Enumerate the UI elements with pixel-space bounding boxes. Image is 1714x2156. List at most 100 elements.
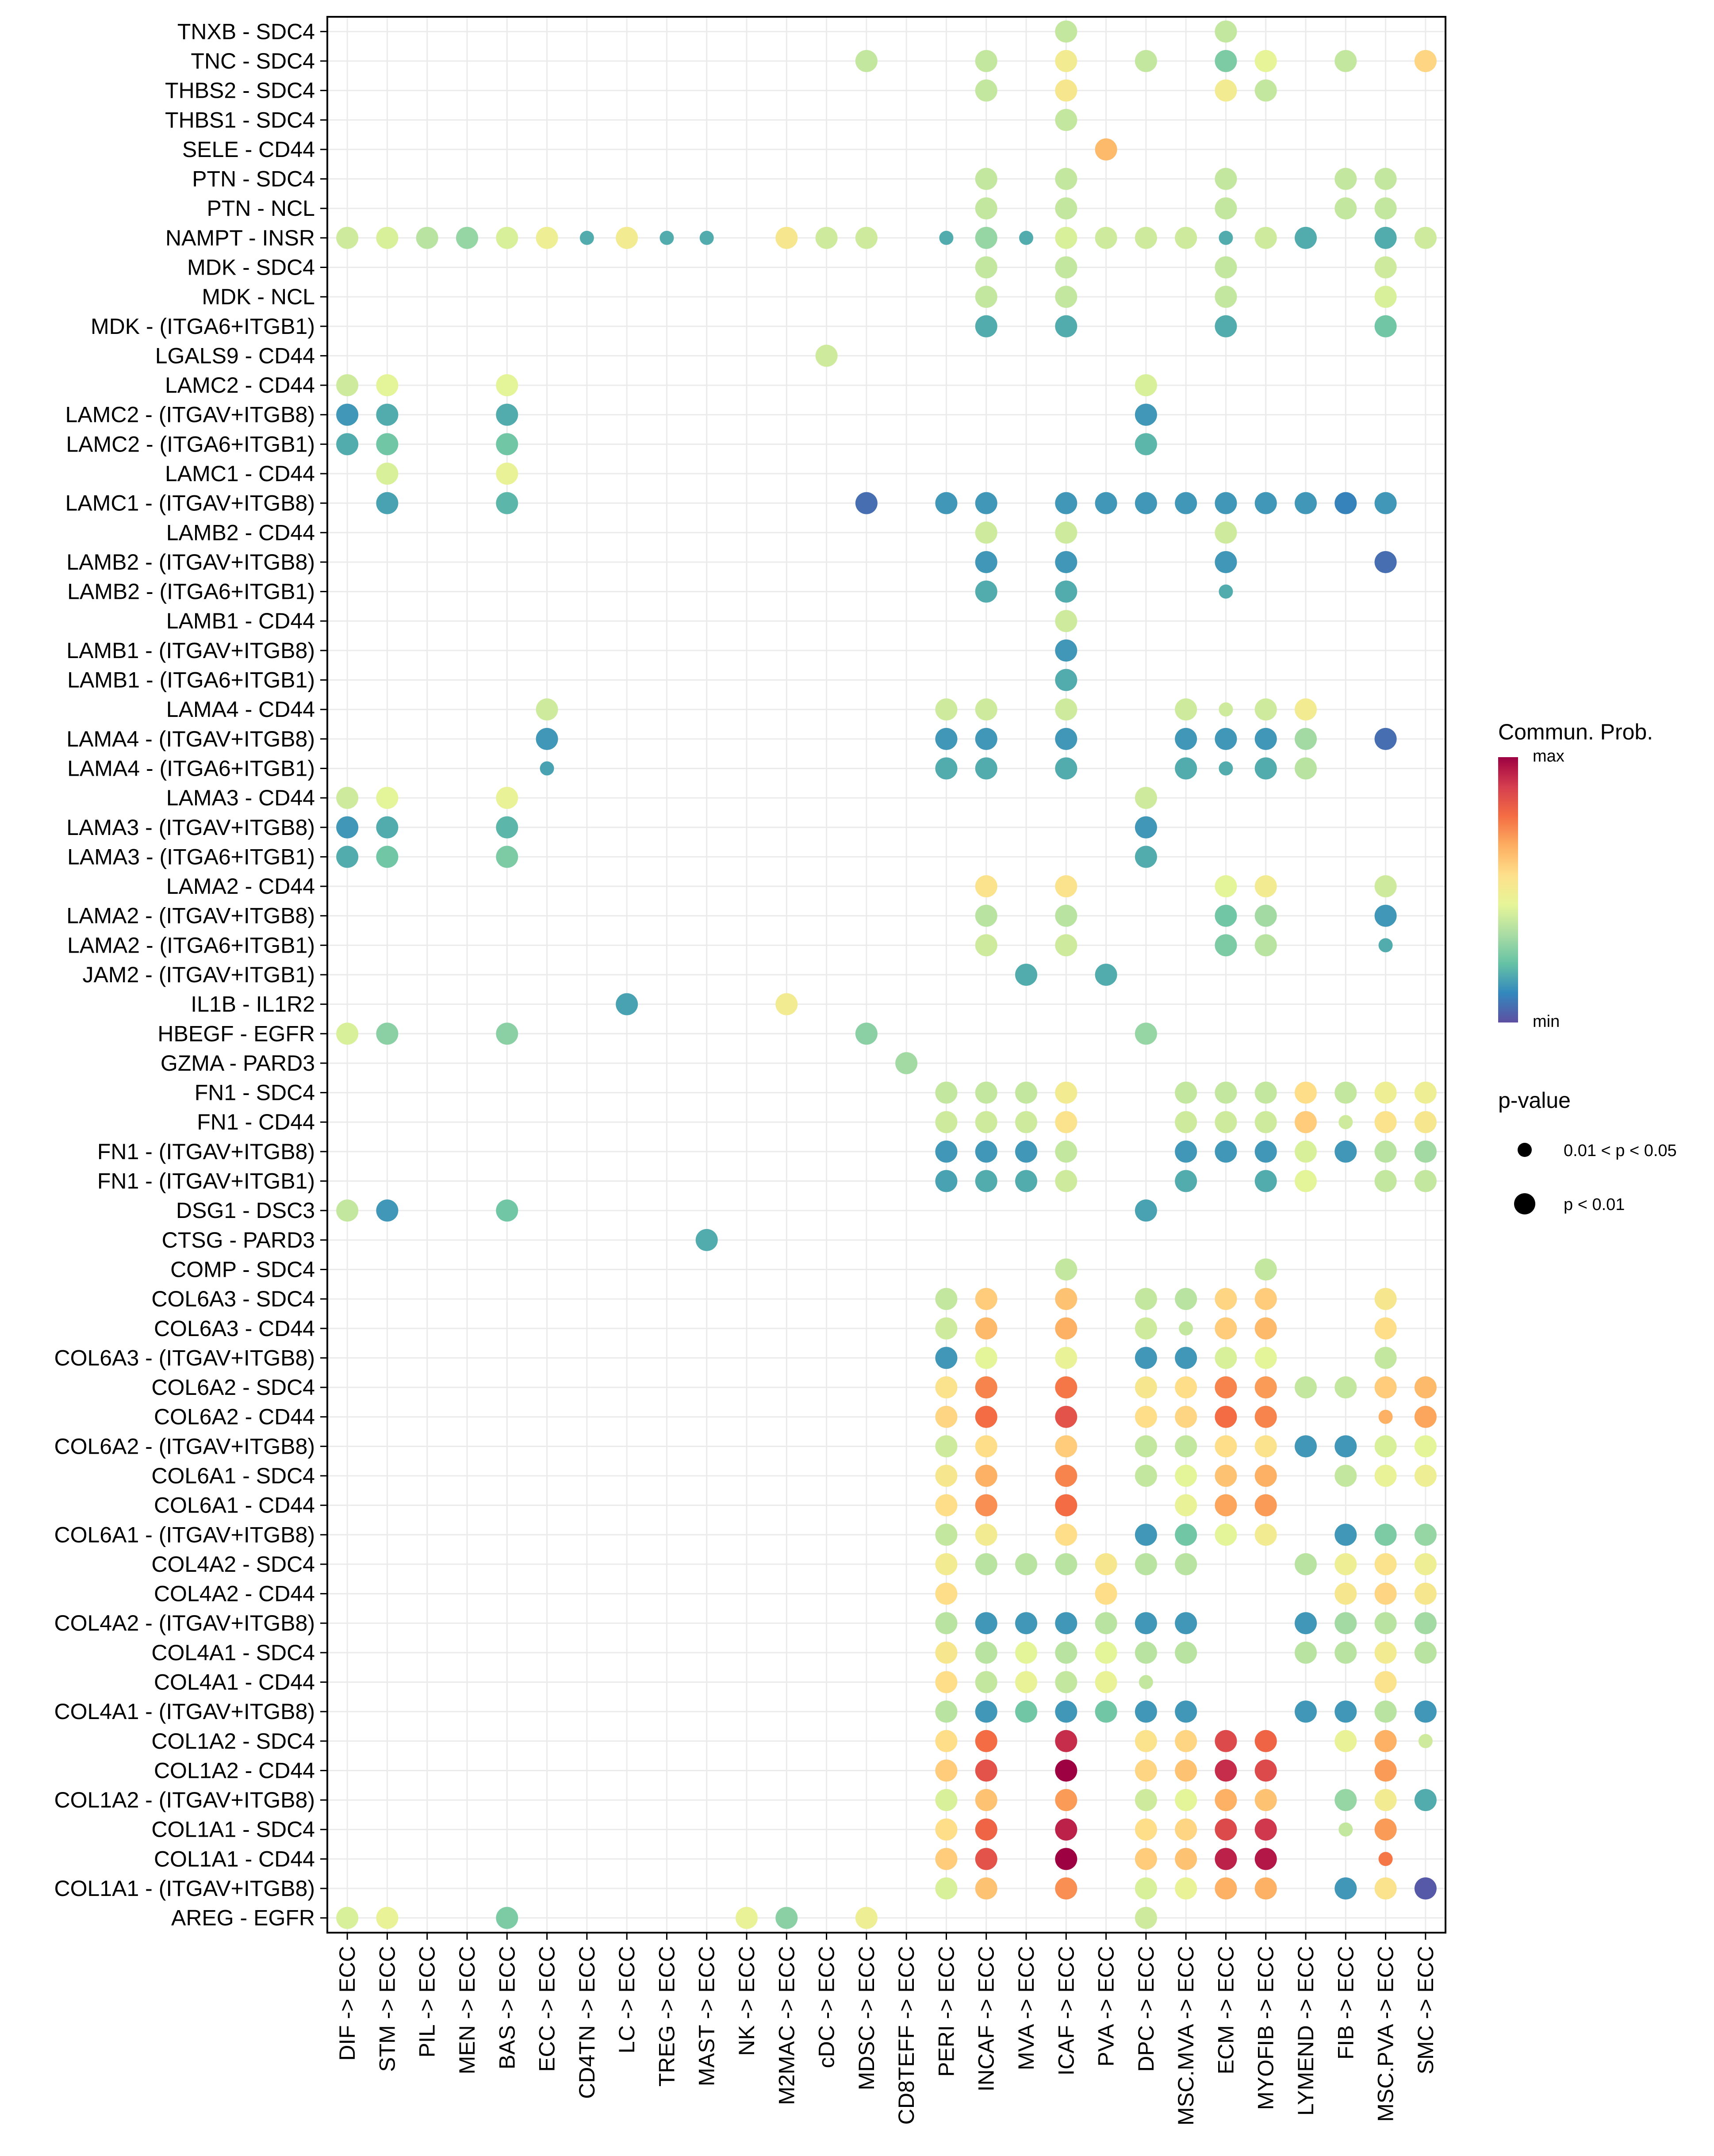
data-point bbox=[376, 463, 399, 485]
data-point bbox=[1295, 698, 1317, 721]
data-point bbox=[1215, 1524, 1237, 1546]
data-point bbox=[1215, 521, 1237, 544]
data-point bbox=[1135, 846, 1157, 868]
data-point bbox=[1334, 1789, 1357, 1811]
data-point bbox=[1338, 1822, 1353, 1837]
y-tick-label: THBS2 - SDC4 bbox=[165, 78, 315, 103]
data-point bbox=[1135, 1022, 1157, 1045]
data-point bbox=[935, 1641, 958, 1664]
data-point bbox=[1215, 256, 1237, 279]
data-point bbox=[975, 1435, 997, 1458]
data-point bbox=[1254, 492, 1277, 514]
data-point bbox=[1378, 938, 1393, 953]
data-point bbox=[1254, 1347, 1277, 1369]
data-point bbox=[1374, 1641, 1397, 1664]
data-point bbox=[1219, 702, 1233, 717]
data-point bbox=[975, 1405, 997, 1428]
data-point bbox=[1254, 728, 1277, 750]
data-point bbox=[1175, 1818, 1197, 1841]
y-tick-label: COL1A1 - (ITGAV+ITGB8) bbox=[54, 1876, 315, 1901]
data-point bbox=[1175, 1759, 1197, 1782]
x-tick-label: MVA -> ECC bbox=[1014, 1946, 1039, 2070]
data-point bbox=[1215, 1877, 1237, 1900]
data-point bbox=[1338, 1115, 1353, 1130]
data-point bbox=[1254, 1376, 1277, 1399]
y-tick-label: LAMC2 - (ITGAV+ITGB8) bbox=[65, 402, 315, 427]
data-point bbox=[1334, 1641, 1357, 1664]
y-tick-label: MDK - SDC4 bbox=[187, 255, 315, 280]
y-tick-label: CTSG - PARD3 bbox=[162, 1228, 315, 1252]
y-tick-label: COL4A2 - CD44 bbox=[154, 1582, 315, 1606]
data-point bbox=[660, 230, 674, 245]
data-point bbox=[1334, 1612, 1357, 1635]
data-point bbox=[1175, 1081, 1197, 1104]
data-point bbox=[1095, 1582, 1117, 1605]
data-point bbox=[1015, 1700, 1037, 1723]
y-tick-label: TNC - SDC4 bbox=[191, 49, 315, 73]
x-axis: DIF -> ECC STM -> ECC PIL -> ECC MEN -> ECC… bbox=[335, 1933, 1438, 2125]
data-point bbox=[1295, 1081, 1317, 1104]
data-point bbox=[1215, 1405, 1237, 1428]
data-point bbox=[975, 1524, 997, 1546]
data-point bbox=[975, 934, 997, 957]
data-point bbox=[1055, 79, 1077, 102]
data-point bbox=[1055, 1671, 1077, 1693]
data-point bbox=[1374, 1612, 1397, 1635]
data-point bbox=[1055, 1730, 1077, 1752]
data-point bbox=[1175, 1170, 1197, 1192]
data-point bbox=[376, 846, 399, 868]
data-point bbox=[975, 1111, 997, 1134]
data-point bbox=[1215, 1789, 1237, 1811]
data-point bbox=[855, 50, 878, 72]
x-tick-label: LC -> ECC bbox=[614, 1946, 639, 2053]
data-point bbox=[536, 226, 558, 249]
data-point bbox=[1295, 1140, 1317, 1163]
data-point bbox=[935, 1671, 958, 1693]
x-tick-label: MSC.MVA -> ECC bbox=[1173, 1946, 1198, 2125]
data-point bbox=[1135, 226, 1157, 249]
size-legend: p-value 0.01 < p < 0.05 p < 0.01 bbox=[1498, 1088, 1677, 1214]
data-point bbox=[1055, 1081, 1077, 1104]
data-point bbox=[1334, 50, 1357, 72]
data-point bbox=[496, 787, 518, 809]
data-point bbox=[1055, 1111, 1077, 1134]
data-point bbox=[496, 816, 518, 839]
data-point bbox=[1175, 492, 1197, 514]
y-tick-label: LAMA3 - (ITGA6+ITGB1) bbox=[67, 844, 315, 869]
y-tick-label: COL6A1 - SDC4 bbox=[151, 1463, 315, 1488]
x-tick-label: LYMEND -> ECC bbox=[1293, 1946, 1318, 2116]
data-point bbox=[1414, 1612, 1437, 1635]
data-point bbox=[376, 226, 399, 249]
color-legend-max: max bbox=[1533, 747, 1564, 766]
y-tick-label: COL6A1 - CD44 bbox=[154, 1493, 315, 1518]
data-point bbox=[496, 846, 518, 868]
x-tick-label: TREG -> ECC bbox=[654, 1946, 679, 2087]
data-point bbox=[1215, 904, 1237, 927]
data-point bbox=[1215, 20, 1237, 43]
data-point bbox=[1095, 492, 1117, 514]
data-point bbox=[1055, 197, 1077, 220]
data-point bbox=[935, 1405, 958, 1428]
data-point bbox=[376, 1907, 399, 1929]
y-tick-label: LAMA4 - (ITGA6+ITGB1) bbox=[67, 756, 315, 781]
data-point bbox=[336, 433, 359, 456]
x-tick-label: cDC -> ECC bbox=[814, 1946, 839, 2068]
data-point bbox=[1334, 1524, 1357, 1546]
data-point bbox=[1135, 1524, 1157, 1546]
data-point bbox=[1414, 1524, 1437, 1546]
data-point bbox=[536, 698, 558, 721]
x-tick-label: ECC -> ECC bbox=[535, 1946, 560, 2072]
data-point bbox=[1219, 584, 1233, 599]
data-point bbox=[1414, 1111, 1437, 1134]
x-tick-label: PERI -> ECC bbox=[934, 1946, 959, 2077]
data-point bbox=[1215, 1435, 1237, 1458]
data-point bbox=[935, 1435, 958, 1458]
y-tick-label: LAMB2 - (ITGA6+ITGB1) bbox=[67, 579, 315, 604]
data-point bbox=[1175, 1612, 1197, 1635]
data-point bbox=[1374, 1288, 1397, 1310]
data-point bbox=[1055, 1464, 1077, 1487]
data-point bbox=[1254, 1170, 1277, 1192]
data-point bbox=[1019, 230, 1033, 245]
data-point bbox=[1135, 1730, 1157, 1752]
data-point bbox=[1175, 1405, 1197, 1428]
